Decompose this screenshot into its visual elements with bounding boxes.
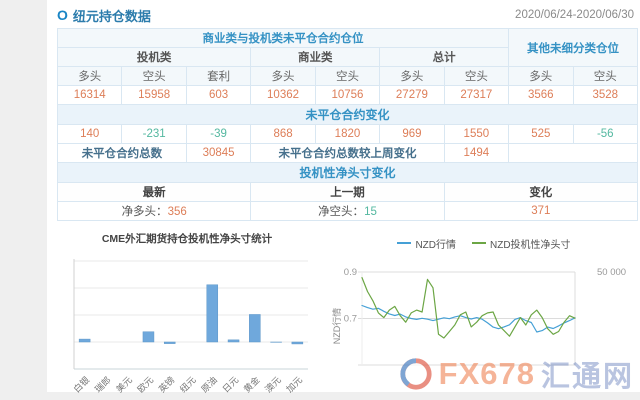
date-range: 2020/06/24-2020/06/30	[515, 9, 634, 21]
open-interest-value: 15958	[121, 85, 187, 105]
svg-text:原油: 原油	[199, 374, 220, 393]
net-header-latest: 最新	[56, 182, 252, 202]
net-change-value: 371	[443, 201, 639, 221]
change-section-header: 未平仓合约变化	[57, 104, 638, 125]
net-header-row: 最新 上一期 变化	[56, 182, 639, 202]
svg-text:黄金: 黄金	[241, 374, 262, 393]
col-header: 空头	[572, 66, 638, 86]
change-value: -56	[572, 124, 638, 144]
svg-text:NZD行情: NZD行情	[332, 308, 342, 345]
legend-dash-icon	[397, 242, 412, 244]
change-section-title: 未平仓合约变化	[57, 104, 638, 125]
open-interest-value: 16314	[56, 85, 123, 105]
net-section-title: 投机性净头寸变化	[57, 162, 638, 183]
col-header: 空头	[121, 66, 187, 86]
change-value: -231	[121, 124, 187, 144]
page-title[interactable]: 纽元持仓数据	[72, 8, 151, 24]
open-interest-value: 10756	[314, 85, 381, 105]
change-row: 140 -231 -39 868 1820 969 1550 525 -56	[56, 124, 638, 144]
col-header: 多头	[508, 66, 574, 86]
line-chart-legend: NZD行情 NZD投机性净头寸	[332, 235, 636, 251]
group-header-right: 其他未细分类仓位	[508, 28, 638, 67]
net-previous-label: 净空头：	[318, 206, 365, 218]
line-chart-canvas: 0.9 0.7 50 000 NZD行情	[331, 267, 626, 366]
group-header-row: 商业类与投机类未平仓合约仓位 其他未细分类仓位	[56, 28, 638, 67]
change-value: 140	[56, 124, 123, 144]
bullet-icon: O	[57, 7, 68, 23]
subgroup-header-row: 投机类 商业类 总计	[56, 47, 638, 67]
net-latest-cell: 净多头：356	[56, 201, 252, 221]
change-value: -39	[185, 124, 252, 144]
subgroup-total: 总计	[379, 47, 510, 67]
svg-text:加元: 加元	[284, 375, 304, 393]
svg-text:白银: 白银	[71, 374, 92, 393]
line-chart: NZD行情 NZD投机性净头寸 0.9 0.7 50 000 NZD行情	[331, 231, 636, 393]
net-latest-value: 356	[167, 206, 187, 218]
subgroup-commercial: 商业类	[250, 47, 381, 67]
svg-text:瑞郎: 瑞郎	[92, 374, 113, 393]
subgroup-speculative: 投机类	[56, 47, 252, 67]
col-header: 套利	[185, 66, 252, 86]
col-header: 多头	[250, 66, 316, 86]
change-value: 969	[379, 124, 445, 144]
weekly-change-label: 未平仓合约总数较上周变化	[250, 143, 445, 163]
open-interest-value: 3528	[572, 85, 638, 105]
col-header: 多头	[379, 66, 445, 86]
group-header-left: 商业类与投机类未平仓合约仓位	[56, 28, 510, 48]
net-latest-label: 净多头：	[121, 206, 168, 218]
legend-dash-icon	[472, 242, 486, 244]
svg-text:英镑: 英镑	[156, 374, 177, 393]
change-value: 525	[508, 124, 574, 144]
svg-text:澳元: 澳元	[262, 374, 283, 393]
total-open-interest-label: 未平仓合约总数	[57, 143, 187, 163]
net-previous-value: 15	[364, 206, 377, 218]
svg-text:日元: 日元	[221, 375, 241, 393]
svg-text:0.9: 0.9	[344, 267, 357, 278]
net-header-previous: 上一期	[250, 182, 445, 202]
title-bar: O 纽元持仓数据 2020/06/24-2020/06/30	[57, 0, 636, 26]
open-interest-value: 603	[185, 85, 252, 105]
legend-label: NZD投机性净头寸	[490, 239, 571, 251]
svg-text:50 000: 50 000	[597, 267, 626, 278]
col-header: 空头	[314, 66, 381, 86]
weekly-change-value: 1494	[443, 143, 510, 163]
net-values-row: 净多头：356 净空头：15 371	[56, 201, 639, 221]
change-value: 1820	[314, 124, 381, 144]
net-previous-cell: 净空头：15	[250, 201, 445, 221]
svg-text:0.7: 0.7	[344, 314, 357, 325]
open-interest-row: 16314 15958 603 10362 10756 27279 27317 …	[56, 85, 638, 105]
open-interest-value: 3566	[508, 85, 574, 105]
empty-cell	[508, 143, 638, 163]
positions-table: 商业类与投机类未平仓合约仓位 其他未细分类仓位 投机类 商业类 总计 多头 空头…	[56, 28, 639, 221]
svg-text:美元: 美元	[113, 374, 134, 393]
legend-item: NZD行情	[397, 236, 456, 251]
bar-chart-title: CME外汇期货持仓投机性净头寸统计	[101, 233, 273, 245]
col-header: 空头	[443, 66, 510, 86]
open-interest-value: 10362	[250, 85, 316, 105]
open-interest-value: 27317	[443, 85, 510, 105]
svg-text:纽元: 纽元	[177, 374, 198, 393]
net-header-change: 变化	[443, 182, 639, 202]
column-header-row: 多头 空头 套利 多头 空头 多头 空头 多头 空头	[56, 66, 638, 86]
open-interest-value: 27279	[379, 85, 445, 105]
legend-label: NZD行情	[415, 239, 456, 251]
legend-item: NZD投机性净头寸	[472, 236, 571, 251]
bar-chart-canvas: 白银 瑞郎 美元 欧元 英镑 纽元 原油 日元 黄金 澳元 加元	[71, 259, 308, 395]
change-value: 868	[250, 124, 316, 144]
totals-row: 未平仓合约总数 30845 未平仓合约总数较上周变化 1494	[57, 143, 638, 163]
report-card: O 纽元持仓数据 2020/06/24-2020/06/30 商业类与投机类未平…	[47, 0, 640, 395]
total-open-interest-value: 30845	[185, 143, 252, 163]
col-header: 多头	[56, 66, 123, 86]
net-section-header: 投机性净头寸变化	[57, 162, 638, 183]
charts-row: CME外汇期货持仓投机性净头寸统计 白银 瑞郎 美元 欧元 英镑 纽元 原油 日元 黄金 澳元 加元…	[57, 231, 636, 395]
bar-chart: CME外汇期货持仓投机性净头寸统计 白银 瑞郎 美元 欧元 英镑 纽元 原油 日元 黄金 澳元 加元	[62, 231, 312, 395]
svg-text:欧元: 欧元	[135, 374, 156, 393]
change-value: 1550	[443, 124, 510, 144]
